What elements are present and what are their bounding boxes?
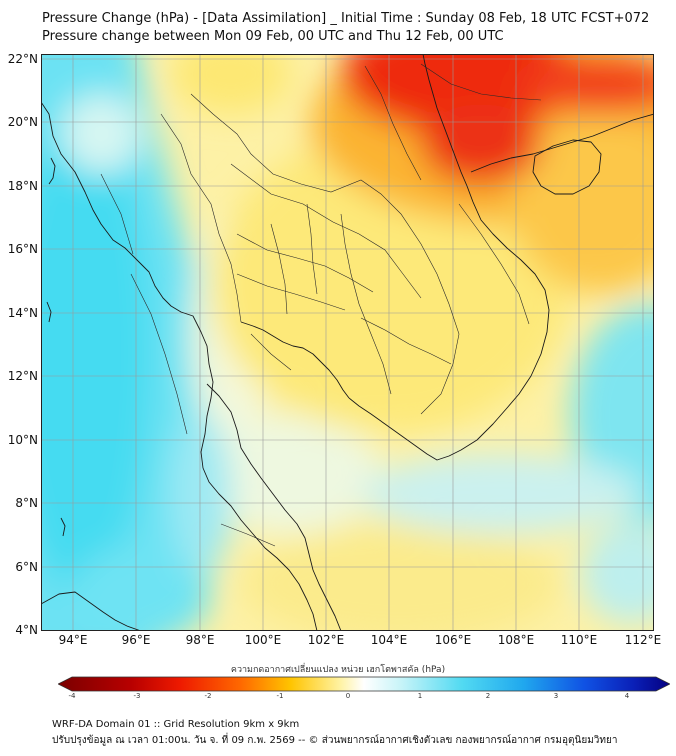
lon-label: 106°E	[434, 633, 472, 647]
colorbar-tick: -3	[133, 692, 141, 700]
title-line-1: Pressure Change (hPa) - [Data Assimilati…	[42, 11, 650, 26]
lat-label: 16°N	[7, 242, 38, 256]
footer-credit: ปรับปรุงข้อมูล ณ เวลา 01:00น. วัน จ. ที่…	[52, 735, 618, 746]
borders	[100, 63, 542, 547]
pressure-field	[41, 54, 654, 631]
coastlines	[41, 54, 654, 631]
lon-label: 102°E	[307, 633, 345, 647]
lon-label: 104°E	[370, 633, 408, 647]
title-line-2: Pressure change between Mon 09 Feb, 00 U…	[42, 29, 504, 44]
colorbar-tick: 1	[417, 692, 423, 700]
lat-label: 10°N	[7, 433, 38, 447]
lat-label: 14°N	[7, 306, 38, 320]
colorbar-tick: -1	[276, 692, 284, 700]
colorbar-tick: -4	[68, 692, 76, 700]
colorbar-tick: 3	[553, 692, 559, 700]
lon-label: 98°E	[185, 633, 215, 647]
lat-label: 20°N	[7, 115, 38, 129]
colorbar-tick: 4	[624, 692, 630, 700]
lon-label: 112°E	[624, 633, 662, 647]
lat-label: 22°N	[7, 52, 38, 66]
lat-label: 4°N	[15, 623, 38, 637]
colorbar-title: ความกดอากาศเปลี่ยนแปลง หน่วย เฮกโตพาสคัล…	[230, 665, 446, 675]
lon-label: 100°E	[244, 633, 282, 647]
colorbar-tick: 2	[485, 692, 491, 700]
map-frame	[41, 54, 654, 631]
colorbar-tick: 0	[345, 692, 351, 700]
colorbar	[58, 676, 670, 692]
lon-label: 108°E	[497, 633, 535, 647]
lat-label: 18°N	[7, 179, 38, 193]
lon-label: 110°E	[560, 633, 598, 647]
lat-label: 8°N	[15, 496, 38, 510]
lat-label: 6°N	[15, 560, 38, 574]
footer-resolution: WRF-DA Domain 01 :: Grid Resolution 9km …	[52, 719, 300, 730]
colorbar-gradient	[58, 676, 670, 692]
colorbar-tick: -2	[204, 692, 212, 700]
lon-label: 94°E	[58, 633, 88, 647]
lat-label: 12°N	[7, 369, 38, 383]
lon-label: 96°E	[121, 633, 151, 647]
pressure-change-map	[41, 54, 654, 631]
